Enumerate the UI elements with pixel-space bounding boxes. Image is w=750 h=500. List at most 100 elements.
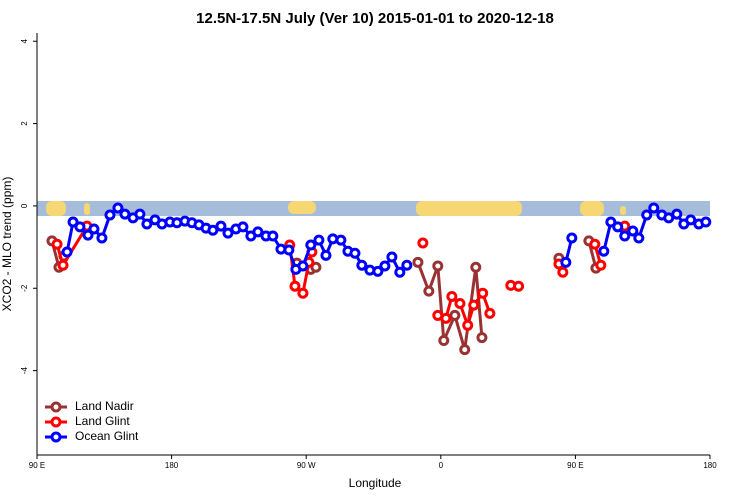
point (648, 202, 660, 214)
y-axis-label: XCO2 - MLO trend (ppm) (0, 177, 14, 312)
point (57, 259, 69, 271)
point (454, 297, 466, 309)
point (417, 237, 429, 249)
point (112, 202, 124, 214)
point (297, 287, 309, 299)
point (627, 225, 639, 237)
point (237, 221, 249, 233)
point (297, 260, 309, 272)
point (566, 232, 578, 244)
y-tick-label: 4 (20, 38, 29, 43)
land-ocean-strip (37, 201, 710, 216)
point (468, 299, 480, 311)
point (104, 209, 116, 221)
point (386, 251, 398, 263)
point (470, 261, 482, 273)
point (215, 220, 227, 232)
y-tick-label: 0 (20, 203, 29, 208)
x-axis-label: Longitude (349, 476, 402, 490)
point (700, 216, 712, 228)
point (633, 232, 645, 244)
x-tick-label: 0 (439, 461, 444, 470)
point (605, 216, 617, 228)
point (423, 285, 435, 297)
point (671, 208, 683, 220)
x-tick-label: 90 W (297, 461, 316, 470)
point (335, 234, 347, 246)
point (484, 307, 496, 319)
point (589, 238, 601, 250)
point (438, 335, 450, 347)
point (462, 319, 474, 331)
point (252, 226, 264, 238)
point (356, 259, 368, 271)
land-patch (416, 201, 522, 216)
point (619, 230, 631, 242)
land-patch (46, 201, 66, 216)
point (283, 244, 295, 256)
point (289, 280, 301, 292)
point (663, 212, 675, 224)
point (412, 256, 424, 268)
point (598, 245, 610, 257)
y-tick-label: 2 (20, 121, 29, 126)
land-patch (580, 201, 604, 216)
legend-label: Ocean Glint (75, 429, 139, 443)
y-tick-label: -2 (20, 284, 29, 292)
point (119, 208, 131, 220)
ocean-band (37, 201, 710, 216)
point (67, 216, 79, 228)
point (477, 287, 489, 299)
point (313, 234, 325, 246)
point (595, 259, 607, 271)
land-patch (84, 203, 90, 215)
series-line (65, 205, 408, 275)
legend-marker (50, 416, 62, 428)
legend-marker (50, 431, 62, 443)
point (557, 266, 569, 278)
land-patch (620, 206, 626, 215)
point (394, 266, 406, 278)
legend-label: Land Nadir (75, 399, 134, 413)
point (51, 238, 63, 250)
point (401, 259, 413, 271)
x-tick-label: 90 E (29, 461, 45, 470)
point (379, 260, 391, 272)
point (449, 309, 461, 321)
point (685, 214, 697, 226)
legend-label: Land Glint (75, 414, 130, 428)
point (310, 261, 322, 273)
chart-title: 12.5N-17.5N July (Ver 10) 2015-01-01 to … (196, 10, 554, 27)
point (446, 290, 458, 302)
point (476, 332, 488, 344)
point (305, 239, 317, 251)
legend-marker (50, 401, 62, 413)
point (320, 249, 332, 261)
land-patch (288, 201, 316, 214)
point (207, 224, 219, 236)
point (82, 229, 94, 241)
point (88, 223, 100, 235)
point (641, 209, 653, 221)
point (432, 260, 444, 272)
point (612, 221, 624, 233)
point (61, 246, 73, 258)
x-tick-label: 180 (165, 461, 179, 470)
point (96, 232, 108, 244)
point (459, 344, 471, 356)
series (61, 202, 712, 278)
y-tick-label: -4 (20, 366, 29, 374)
point (141, 218, 153, 230)
point (267, 230, 279, 242)
point (372, 265, 384, 277)
x-tick-label: 90 E (567, 461, 583, 470)
x-tick-label: 180 (703, 461, 717, 470)
point (222, 227, 234, 239)
point (440, 312, 452, 324)
point (513, 280, 525, 292)
point (134, 208, 146, 220)
point (349, 247, 361, 259)
point (560, 256, 572, 268)
